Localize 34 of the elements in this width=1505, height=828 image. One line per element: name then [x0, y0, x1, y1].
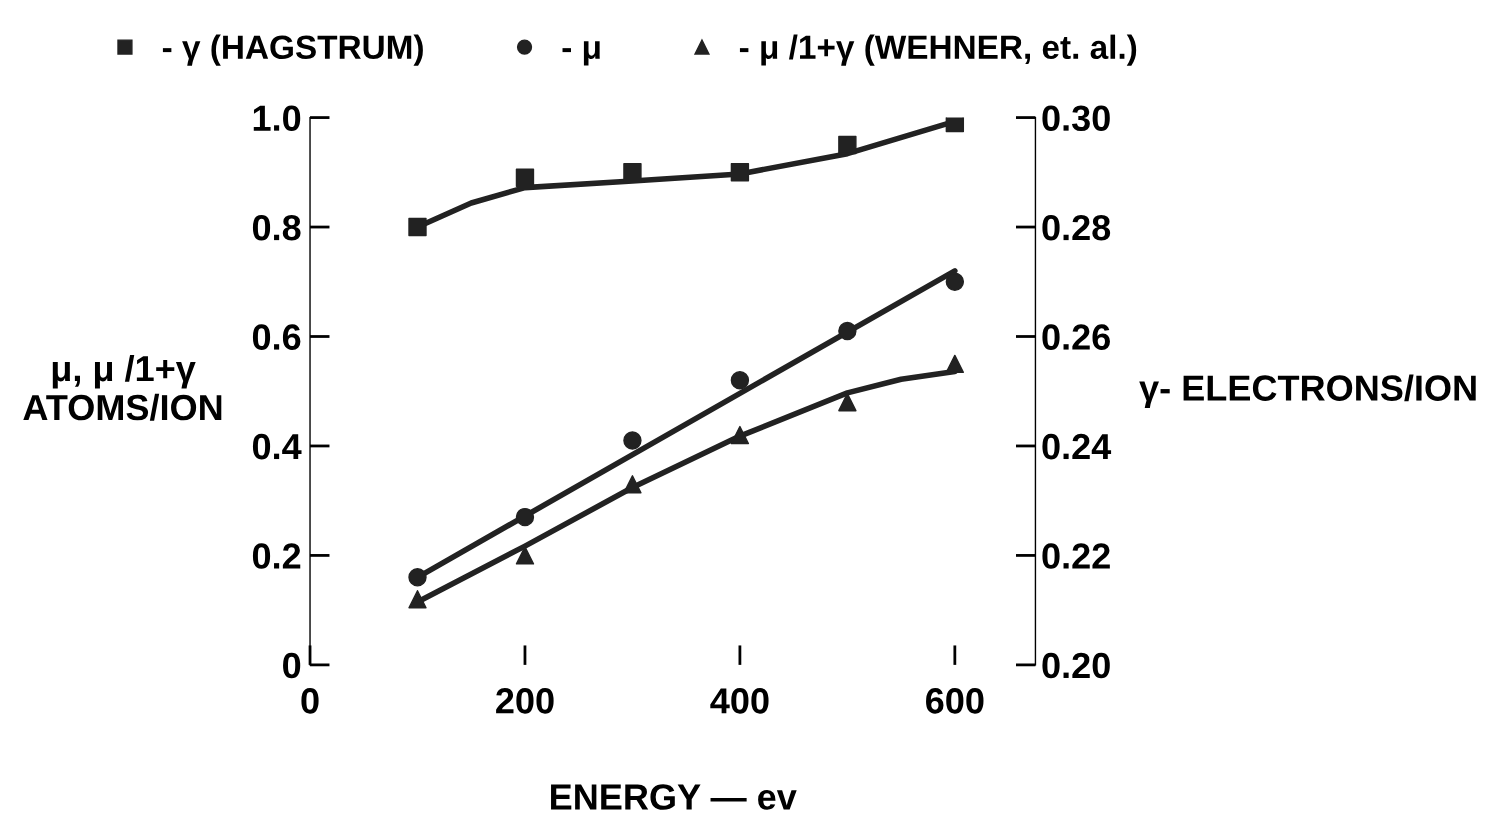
x-tick-label: 0 — [301, 688, 319, 714]
y-tick-label: 0.4 — [252, 433, 302, 460]
legend-label: - μ — [562, 41, 600, 66]
point — [515, 507, 535, 527]
point — [408, 590, 427, 609]
y-tick-label: 0 — [283, 652, 301, 679]
point — [945, 272, 965, 291]
point — [838, 321, 857, 341]
point — [515, 546, 535, 565]
x-axis-title: ENERGY — ev — [551, 784, 797, 810]
x-tick-label: 600 — [926, 688, 984, 714]
y-tick-label: 1.0 — [253, 105, 301, 132]
y-tick-label: 0.2 — [252, 543, 301, 569]
x-tick-label: 400 — [710, 688, 769, 714]
point — [623, 431, 642, 450]
legend-label: - γ (HAGSTRUM) — [162, 34, 423, 66]
y2-tick-label: 0.20 — [1042, 652, 1110, 679]
y-tick-label: 0.8 — [252, 214, 301, 241]
point — [623, 475, 642, 494]
y2-tick-label: 0.22 — [1042, 543, 1110, 569]
point — [730, 371, 750, 390]
y2-tick-label: 0.28 — [1042, 214, 1111, 241]
point — [838, 392, 857, 412]
point — [408, 568, 427, 587]
y2-axis-title: γ- ELECTRONS/ION — [1139, 374, 1476, 409]
point — [945, 354, 965, 374]
y2-tick-label: 0.24 — [1042, 433, 1112, 460]
y-tick-label: 0.6 — [252, 324, 301, 350]
y2-tick-label: 0.26 — [1042, 324, 1110, 350]
x-tick-label: 200 — [496, 688, 554, 714]
legend-label: - μ /1+γ (WEHNER, et. al.) — [739, 34, 1137, 66]
point — [730, 425, 750, 445]
y2-tick-label: 0.30 — [1042, 105, 1110, 132]
y-axis-title: μ, μ /1+γ ATOMS/ION — [23, 354, 222, 421]
